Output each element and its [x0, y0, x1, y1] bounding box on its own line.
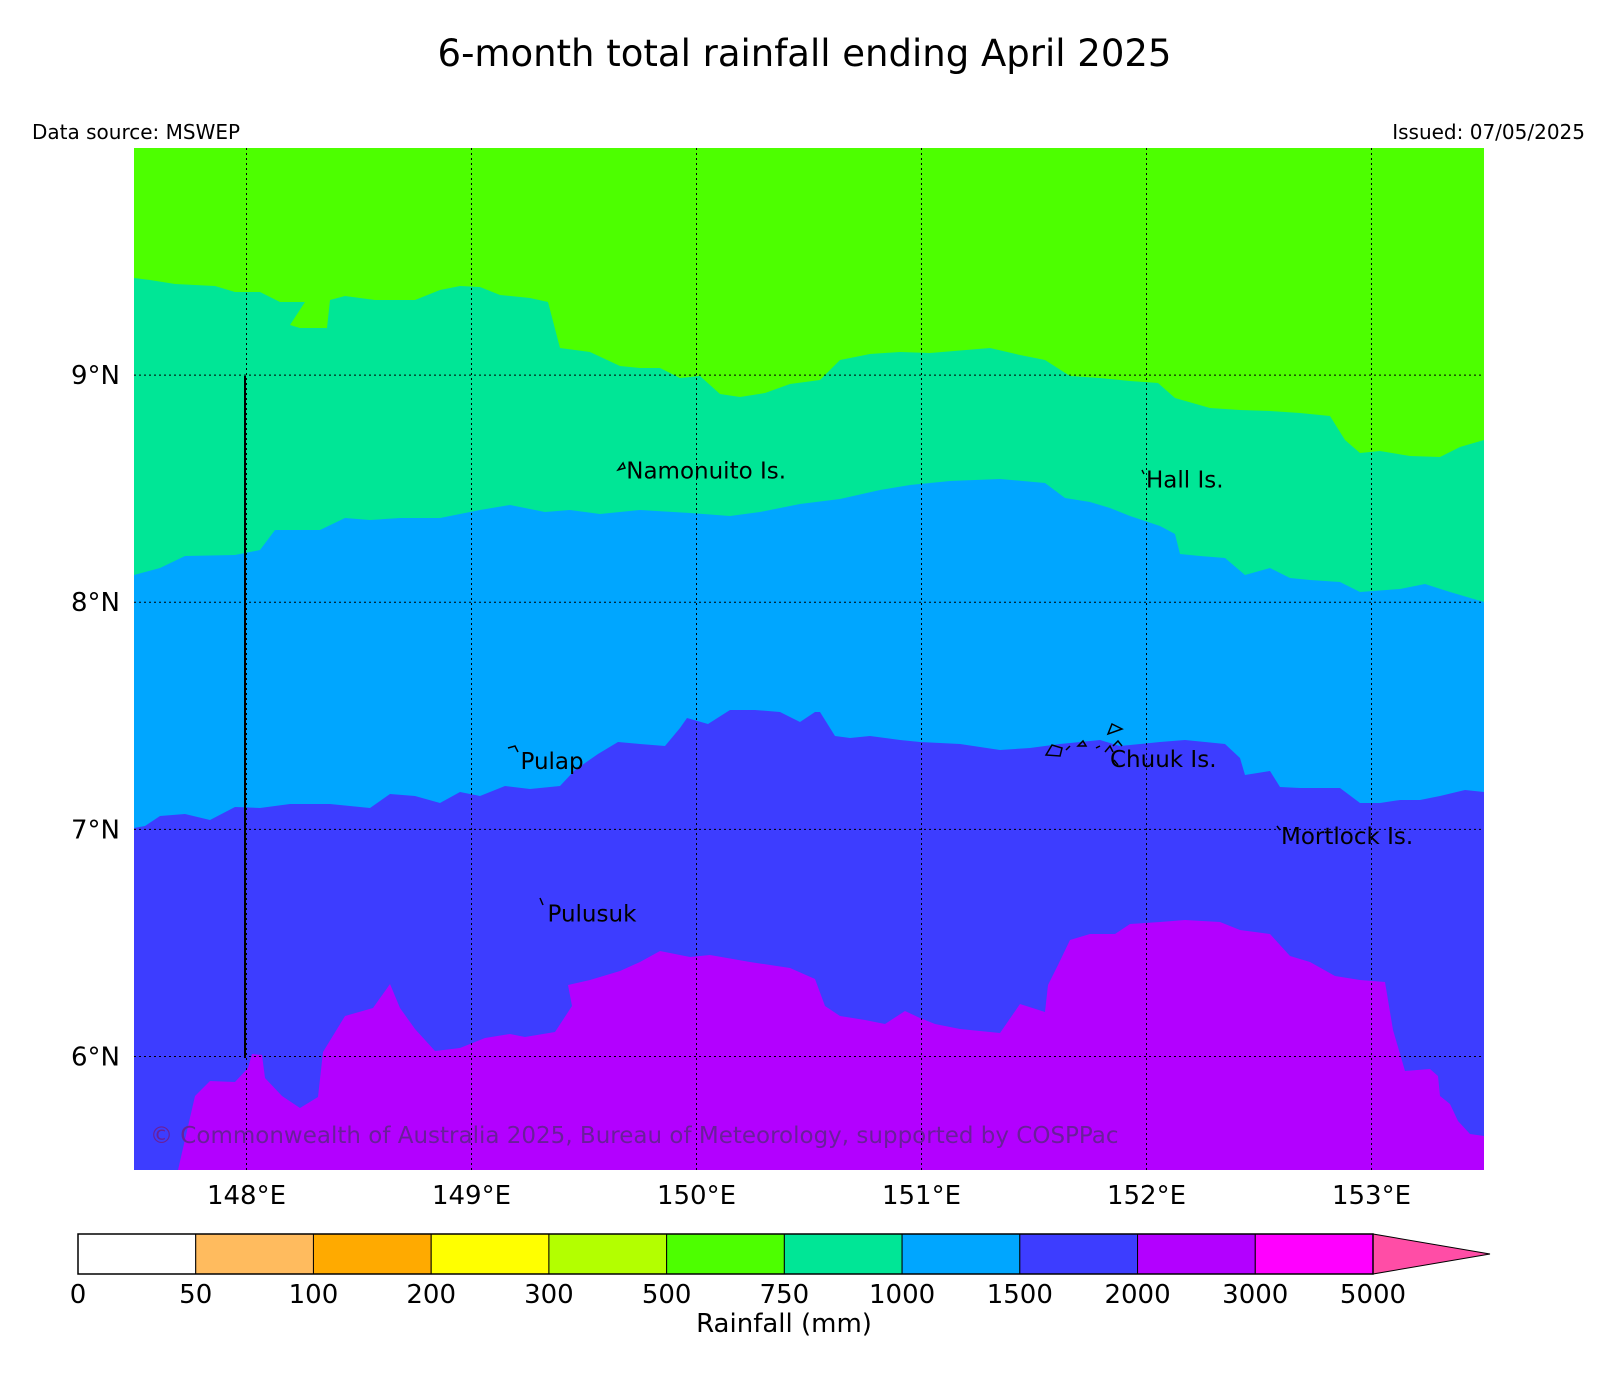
island-outlines [507, 461, 1281, 906]
colorbar-tick-label: 100 [289, 1280, 339, 1310]
colorbar-segment [1137, 1233, 1256, 1275]
colorbar-segment [312, 1233, 432, 1275]
place-label: Chuuk Is. [1110, 747, 1217, 773]
colorbar-tick-label: 0 [70, 1280, 87, 1310]
lon-tick-label: 148°E [207, 1181, 286, 1211]
colorbar-tick-label: 500 [642, 1280, 692, 1310]
colorbar-tick-label: 300 [524, 1280, 574, 1310]
colorbar-segment [783, 1233, 903, 1275]
lon-tick-label: 149°E [432, 1181, 511, 1211]
colorbar-segment [548, 1233, 668, 1275]
place-label: Namonuito Is. [626, 458, 786, 484]
colorbar-tick-label: 750 [760, 1280, 810, 1310]
lon-tick-label: 152°E [1107, 1181, 1186, 1211]
colorbar-tick-label: 5000 [1340, 1280, 1406, 1310]
map-title: 6-month total rainfall ending April 2025 [437, 32, 1172, 75]
copyright-notice: © Commonwealth of Australia 2025, Bureau… [150, 1123, 1119, 1149]
place-label: Mortlock Is. [1281, 824, 1413, 850]
lat-tick-label: 8°N [71, 588, 120, 618]
place-label: Hall Is. [1146, 468, 1224, 494]
colorbar-tick-label: 1500 [987, 1280, 1053, 1310]
lon-tick-label: 150°E [657, 1181, 736, 1211]
place-label: Pulap [521, 749, 584, 775]
colorbar-segment [77, 1233, 197, 1275]
axis-ticks: 148°E 149°E 150°E 151°E 152°E 153°E 9°N 8°N 7°N 6… [71, 361, 1411, 1211]
lat-tick-label: 7°N [71, 815, 120, 845]
colorbar-tick-label: 1000 [869, 1280, 935, 1310]
colorbar: 0 50 100 200 300 500 750 1000 1500 2000 3000 5000 [70, 1233, 1491, 1310]
rainfall-bands [134, 148, 1484, 1170]
colorbar-segment [430, 1233, 550, 1275]
colorbar-tick-label: 3000 [1222, 1280, 1288, 1310]
issued-date-label: Issued: 07/05/2025 [1392, 120, 1585, 144]
colorbar-segment [666, 1233, 785, 1275]
place-labels: Namonuito Is. Hall Is. Pulap Chuuk Is. Mortl… [521, 458, 1414, 927]
lon-tick-label: 153°E [1332, 1181, 1411, 1211]
colorbar-segment [901, 1233, 1021, 1275]
colorbar-extend-arrow [1372, 1233, 1491, 1275]
data-source-label: Data source: MSWEP [32, 120, 241, 144]
colorbar-label: Rainfall (mm) [696, 1309, 872, 1339]
lat-tick-label: 9°N [71, 361, 120, 391]
colorbar-segment [1254, 1233, 1374, 1275]
colorbar-tick-label: 2000 [1104, 1280, 1170, 1310]
graticule [134, 148, 1484, 1170]
colorbar-tick-label: 200 [406, 1280, 456, 1310]
colorbar-segment [195, 1233, 314, 1275]
colorbar-segment [1019, 1233, 1139, 1275]
band-2000-3000 [178, 920, 1484, 1170]
colorbar-tick-label: 50 [179, 1280, 212, 1310]
colorbar-outline [77, 1233, 1374, 1275]
place-label: Pulusuk [548, 901, 638, 927]
lat-tick-label: 6°N [71, 1042, 120, 1072]
lon-tick-label: 151°E [882, 1181, 961, 1211]
